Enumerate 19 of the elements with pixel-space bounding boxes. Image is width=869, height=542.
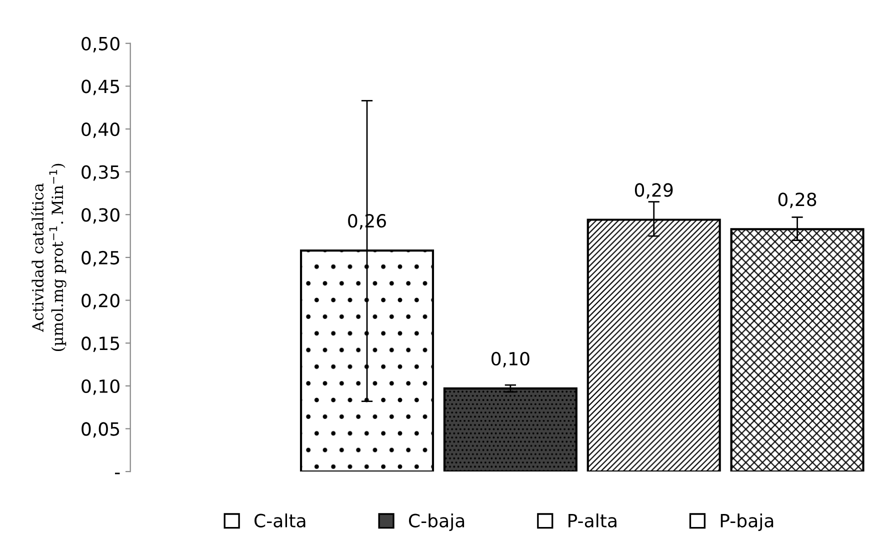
y-tick-label: 0,05 (82, 422, 120, 438)
y-tick-label: 0,10 (82, 379, 120, 395)
y-tick-label: 0,45 (82, 80, 120, 96)
y-tick-label: 0,20 (82, 294, 120, 310)
y-tick-label: 0,35 (82, 165, 120, 181)
legend-label: P-alta (568, 513, 616, 528)
data-label: 0,28 (778, 192, 816, 208)
legend-label: C-alta (254, 513, 306, 528)
y-tick-label: 0,15 (82, 336, 120, 352)
y-axis-title: Actividad catalítica (µmol.mg prot$^{−1}$. Min$^{−1}$) (31, 164, 66, 352)
y-tick-label: - (114, 472, 120, 474)
legend-label: C-baja (408, 513, 464, 531)
y-tick-label: 0,30 (82, 208, 120, 224)
data-label: 0,29 (634, 183, 673, 199)
y-tick-label: 0,40 (82, 122, 120, 138)
legend-label: P-baja (720, 513, 774, 531)
y-tick-label: 0,50 (82, 36, 120, 52)
y-tick-label: 0,25 (82, 250, 120, 266)
data-label: 0,10 (492, 352, 530, 368)
